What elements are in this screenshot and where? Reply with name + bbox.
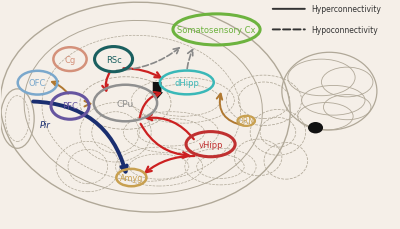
Text: Hyperconnectivity: Hyperconnectivity: [311, 5, 381, 14]
Text: CPu: CPu: [117, 99, 134, 108]
Text: Pir: Pir: [40, 121, 50, 130]
Text: Cg: Cg: [64, 55, 76, 64]
Text: Somatosensory Cx: Somatosensory Cx: [177, 26, 256, 35]
Text: DRN: DRN: [238, 117, 255, 126]
Text: vHipp: vHipp: [198, 140, 223, 149]
Text: Hypoconnectivity: Hypoconnectivity: [311, 26, 378, 35]
Text: Amyg: Amyg: [120, 173, 143, 182]
Text: PFC: PFC: [62, 102, 78, 111]
Text: RSc: RSc: [106, 55, 122, 64]
Text: OFC: OFC: [29, 79, 46, 88]
Text: dHipp: dHipp: [174, 79, 199, 87]
FancyArrow shape: [151, 83, 163, 100]
Ellipse shape: [308, 123, 323, 134]
